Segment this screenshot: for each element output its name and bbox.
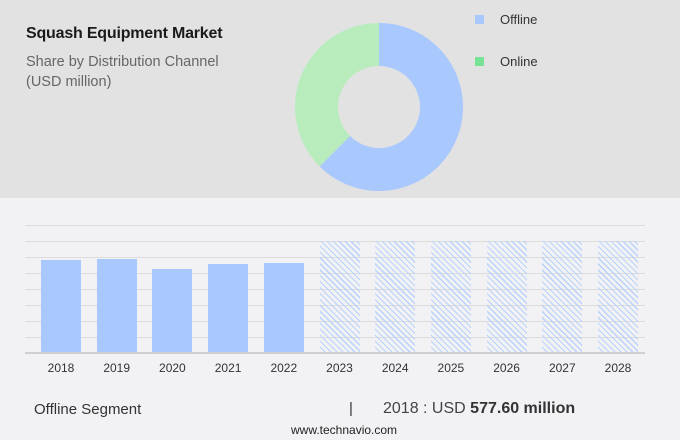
subtitle-line-1: Share by Distribution Channel xyxy=(26,54,219,70)
bar-2026 xyxy=(486,241,527,352)
bar-2023 xyxy=(319,241,360,352)
x-label-2020: 2020 xyxy=(159,361,186,375)
bar-2021 xyxy=(208,264,249,352)
donut-chart xyxy=(295,23,463,191)
segment-value-amount: 577.60 million xyxy=(470,400,576,417)
legend-swatch-offline xyxy=(475,15,484,24)
source-url: www.technavio.com xyxy=(291,423,398,437)
donut-slice-online xyxy=(295,23,379,167)
bar-2027 xyxy=(542,241,583,352)
bar-2025 xyxy=(430,241,471,352)
x-label-2027: 2027 xyxy=(548,361,576,375)
bar-2018 xyxy=(41,260,81,352)
bar-chart xyxy=(25,225,645,354)
segment-value-prefix: 2018 : USD xyxy=(383,400,466,417)
gridline xyxy=(25,225,645,226)
legend-item-offline: Offline xyxy=(475,12,537,27)
bar-2019 xyxy=(96,259,137,352)
x-label-2024: 2024 xyxy=(381,361,409,375)
donut-slices xyxy=(295,23,463,191)
x-label-2025: 2025 xyxy=(437,361,465,375)
x-label-2021: 2021 xyxy=(214,361,242,375)
subtitle-line-2: (USD million) xyxy=(26,74,112,90)
legend-label-offline: Offline xyxy=(500,12,538,27)
x-label-2019: 2019 xyxy=(103,361,131,375)
legend-item-online: Online xyxy=(475,54,538,69)
segment-value: 2018 : USD 577.60 million xyxy=(383,400,575,418)
legend-swatch-online xyxy=(475,57,484,66)
bar-2020 xyxy=(152,269,193,352)
x-label-2026: 2026 xyxy=(493,361,520,375)
bar-2022 xyxy=(263,263,304,352)
chart-title: Squash Equipment Market xyxy=(26,25,223,42)
x-label-2022: 2022 xyxy=(270,361,298,375)
x-label-2018: 2018 xyxy=(47,361,75,375)
chart-subtitle: Share by Distribution Channel (USD milli… xyxy=(26,52,286,92)
bar-2028 xyxy=(598,241,638,352)
donut-slice-offline xyxy=(319,23,463,191)
x-axis-baseline xyxy=(25,352,645,354)
x-label-2023: 2023 xyxy=(326,361,353,375)
footer-separator: | xyxy=(349,400,353,417)
bar-2024 xyxy=(375,241,416,352)
legend-label-online: Online xyxy=(500,54,538,69)
x-label-2028: 2028 xyxy=(604,361,632,375)
segment-label: Offline Segment xyxy=(34,401,142,418)
